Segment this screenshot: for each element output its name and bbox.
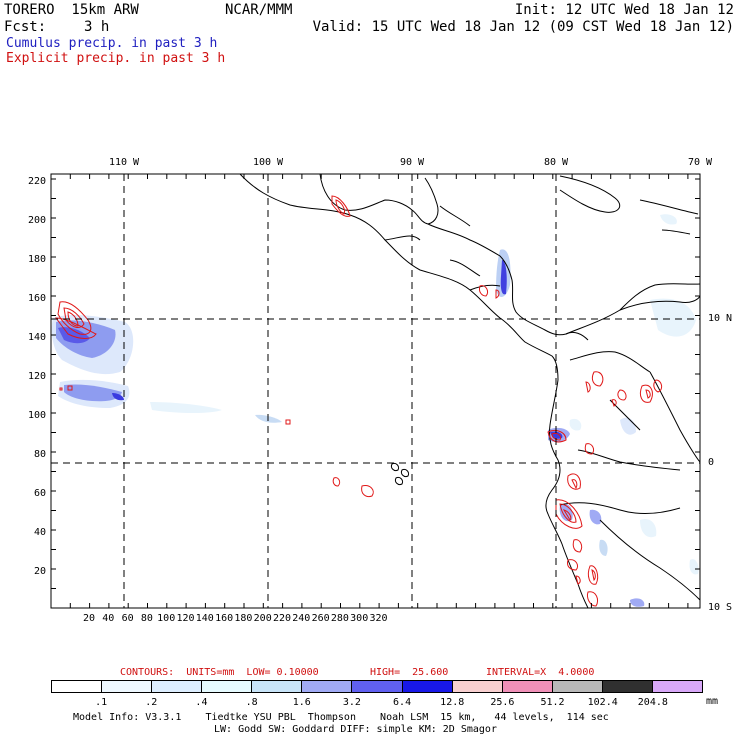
- contour-interval: INTERVAL=X 4.0000: [486, 667, 595, 678]
- lon-label-80w: 80 W: [543, 157, 569, 168]
- org-label: NCAR/MMM: [225, 2, 293, 18]
- x-tick-label: 220: [272, 613, 292, 624]
- colorbar-swatch: [452, 681, 503, 692]
- frame-ticks: [50, 174, 700, 609]
- model-info: Model Info: V3.3.1 Tiedtke YSU PBL Thomp…: [73, 712, 609, 723]
- lat-label-10s: 10 S: [708, 602, 733, 613]
- colorbar-swatch: [102, 681, 153, 692]
- y-tick-label: 20: [33, 566, 46, 577]
- colorbar-label: 6.4: [393, 697, 412, 708]
- colorbar-unit: mm: [706, 696, 719, 707]
- cumulus-precip-shading: [51, 214, 699, 607]
- colorbar-label: 12.8: [440, 697, 465, 708]
- x-tick-label: 300: [350, 613, 369, 624]
- colorbar-swatch: [152, 681, 203, 692]
- y-tick-label: 120: [27, 371, 46, 382]
- colorbar-label: .4: [195, 697, 208, 708]
- lon-label-90w: 90 W: [399, 157, 425, 168]
- x-tick-label: 60: [121, 613, 134, 624]
- lat-label-10n: 10 N: [708, 313, 733, 324]
- y-tick-label: 60: [33, 488, 46, 499]
- x-tick-label: 80: [140, 613, 153, 624]
- field1-label: Cumulus precip. in past 3 h: [6, 36, 218, 51]
- x-tick-label: 240: [292, 613, 311, 624]
- lat-lon-grid: [51, 174, 700, 608]
- x-tick-label: 160: [215, 613, 234, 624]
- x-tick-label: 40: [102, 613, 115, 624]
- forecast-hours: 3 h: [84, 19, 110, 35]
- colorbar-swatch: [552, 681, 603, 692]
- colorbar-label: 1.6: [292, 697, 311, 708]
- explicit-precip-contours: [54, 195, 663, 607]
- x-tick-label: 200: [253, 613, 272, 624]
- field2-label: Explicit precip. in past 3 h: [6, 51, 226, 66]
- y-tick-label: 180: [27, 254, 46, 265]
- x-tick-label: 260: [311, 613, 330, 624]
- colorbar-label: 51.2: [540, 697, 565, 708]
- x-tick-label: 180: [234, 613, 253, 624]
- colorbar-swatch: [402, 681, 453, 692]
- x-tick-label: 320: [369, 613, 388, 624]
- lon-label-70w: 70 W: [687, 157, 713, 168]
- colorbar-swatch: [252, 681, 303, 692]
- coastlines: [239, 174, 700, 608]
- colorbar-label: 3.2: [342, 697, 361, 708]
- lat-label-0: 0: [708, 457, 715, 468]
- contour-high: HIGH= 25.600: [370, 667, 449, 678]
- y-tick-label: 40: [33, 527, 46, 538]
- colorbar-label: 204.8: [637, 697, 668, 708]
- colorbar-swatch: [352, 681, 403, 692]
- physics-info: LW: Godd SW: Goddard DIFF: simple KM: 2D…: [214, 724, 497, 735]
- colorbar-label: .2: [145, 697, 158, 708]
- colorbar-swatch: [202, 681, 253, 692]
- y-tick-label: 200: [27, 215, 46, 226]
- x-tick-label: 140: [195, 613, 214, 624]
- x-tick-label: 20: [82, 613, 96, 624]
- model-title: TORERO 15km ARW: [4, 2, 139, 18]
- x-tick-label: 100: [157, 613, 176, 624]
- colorbar-swatch: [52, 681, 103, 692]
- colorbar-label: 25.6: [490, 697, 515, 708]
- contour-units: CONTOURS: UNITS=mm LOW= 0.10000: [120, 667, 319, 678]
- y-tick-label: 80: [33, 449, 46, 460]
- init-time: Init: 12 UTC Wed 18 Jan 12: [514, 2, 734, 18]
- y-tick-label: 140: [27, 332, 46, 343]
- x-tick-label: 280: [330, 613, 349, 624]
- lon-label-110w: 110 W: [108, 157, 140, 168]
- y-tick-label: 160: [27, 293, 46, 304]
- y-tick-label: 100: [27, 410, 46, 421]
- lon-label-100w: 100 W: [252, 157, 284, 168]
- plot-frame: [50, 173, 701, 609]
- colorbar-swatch: [302, 681, 353, 692]
- colorbar-label: .1: [95, 697, 108, 708]
- colorbar-label: .8: [245, 697, 258, 708]
- colorbar-swatch: [652, 681, 703, 692]
- precip-colorbar: [51, 680, 703, 693]
- x-tick-label: 120: [176, 613, 195, 624]
- forecast-label: Fcst:: [4, 19, 47, 35]
- y-tick-label: 220: [27, 176, 46, 187]
- colorbar-swatch: [602, 681, 653, 692]
- colorbar-label: 102.4: [587, 697, 618, 708]
- valid-time: Valid: 15 UTC Wed 18 Jan 12 (09 CST Wed …: [312, 19, 734, 35]
- colorbar-swatch: [502, 681, 553, 692]
